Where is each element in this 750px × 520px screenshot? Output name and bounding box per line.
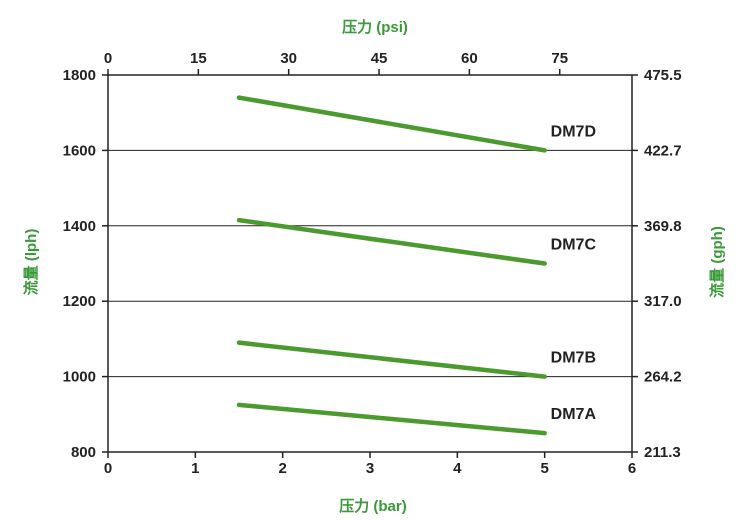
y2-tick-label-4: 422.7 [644,142,682,159]
y-tick-label-1400: 1400 [63,218,96,235]
y2-tick-label-3: 369.8 [644,218,682,235]
x-axis-title-psi: 压力 (psi) [342,18,408,36]
x2-tick-label-75: 75 [551,50,568,67]
y-tick-label-1800: 1800 [63,67,96,84]
gridlines [108,149,632,378]
x2-tick-label-0: 0 [104,50,112,67]
y2-tick-label-1: 264.2 [644,369,682,386]
x-tick-label-2: 2 [278,460,286,477]
y-axis-title-gph: 流量 (gph) [708,226,726,298]
x-tick-label-6: 6 [628,460,636,477]
x2-tick-label-45: 45 [371,50,388,67]
series-line-dm7c [236,217,547,266]
series-label-dm7c: DM7C [551,237,597,254]
x-tick-label-3: 3 [366,460,374,477]
series-label-dm7b: DM7B [551,350,596,367]
y-tick-label-1000: 1000 [63,369,96,386]
series-line-dm7b [236,340,547,379]
y-tick-label-1200: 1200 [63,293,96,310]
x2-tick-label-30: 30 [280,50,297,67]
y-tick-label-800: 800 [71,444,96,461]
x2-tick-label-15: 15 [190,50,207,67]
series-line-dm7a [236,402,547,436]
y2-tick-label-5: 475.5 [644,67,682,84]
x-tick-label-0: 0 [104,460,112,477]
x-tick-label-4: 4 [453,460,462,477]
series-lines [236,95,547,436]
axes [102,69,638,458]
y2-tick-label-0: 211.3 [644,444,681,461]
x-axis-title-bar: 压力 (bar) [339,497,407,515]
series-label-dm7a: DM7A [551,406,597,423]
y-tick-label-1600: 1600 [63,142,96,159]
x2-tick-label-60: 60 [461,50,478,67]
x-tick-label-5: 5 [540,460,548,477]
x-tick-label-1: 1 [191,460,199,477]
y-axis-title-lph: 流量 (lph) [22,229,40,296]
y2-tick-label-2: 317.0 [644,293,682,310]
series-label-dm7d: DM7D [551,123,596,140]
series-line-dm7d [236,95,547,153]
